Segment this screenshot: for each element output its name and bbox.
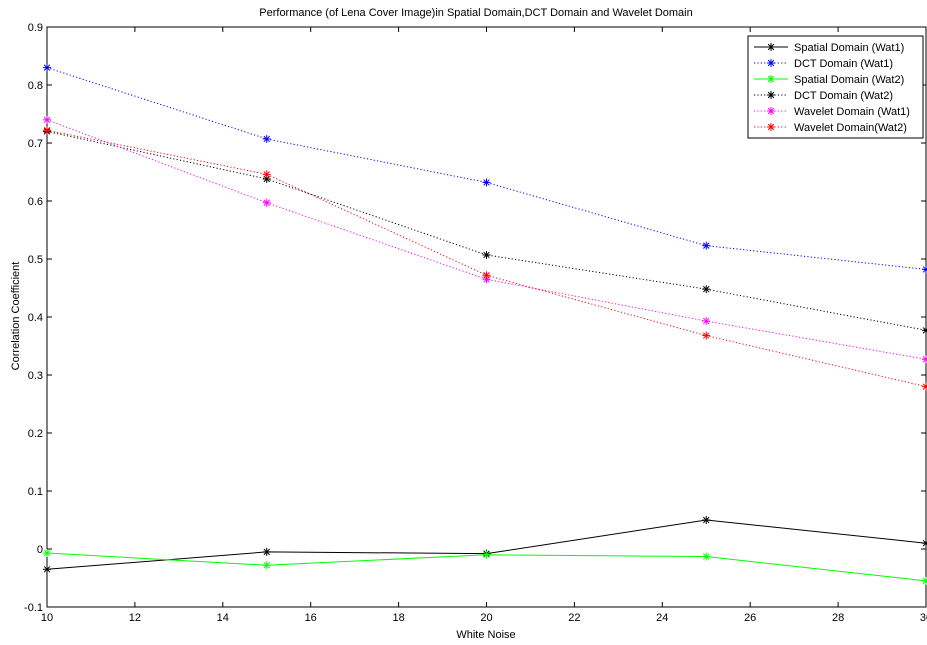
data-point	[922, 576, 927, 585]
data-point	[482, 178, 491, 187]
x-tick-label: 30	[920, 612, 927, 624]
data-point	[262, 198, 271, 207]
y-tick-label: 0.3	[28, 370, 43, 382]
data-point	[702, 516, 711, 524]
data-point	[702, 331, 711, 340]
legend-marker	[767, 91, 775, 99]
legend-item: Spatial Domain (Wat2)	[754, 74, 904, 86]
x-tick-label: 16	[305, 612, 317, 624]
data-point	[702, 285, 711, 294]
data-point	[262, 547, 271, 556]
x-axis-label: White Noise	[456, 629, 515, 641]
chart-title: Performance (of Lena Cover Image)in Spat…	[259, 7, 692, 19]
legend-marker	[767, 107, 775, 115]
y-tick-label: 0.5	[28, 254, 43, 266]
data-point	[262, 134, 271, 143]
x-axis: 10 12 14 16 18 20 22 24 26 28 30	[41, 27, 927, 624]
series-line-4	[46, 130, 927, 331]
x-tick-label: 18	[392, 612, 404, 624]
x-tick-label: 22	[568, 612, 580, 624]
data-point	[702, 317, 711, 326]
data-point	[262, 561, 271, 570]
x-tick-label: 28	[832, 612, 844, 624]
y-tick-label: -0.1	[24, 602, 43, 614]
legend-item: DCT Domain (Wat1)	[754, 58, 893, 70]
y-tick-label: 0.7	[28, 138, 43, 150]
x-tick-label: 20	[480, 612, 492, 624]
legend-marker	[767, 75, 775, 83]
data-point	[922, 539, 927, 548]
data-point	[43, 115, 51, 124]
data-point	[922, 265, 927, 274]
y-tick-label: 0.1	[28, 486, 43, 498]
legend-label: Spatial Domain (Wat1)	[794, 42, 904, 54]
data-point	[43, 126, 51, 135]
data-point	[482, 250, 491, 259]
data-point	[43, 549, 51, 558]
data-point	[482, 550, 491, 559]
data-point	[922, 382, 927, 391]
legend-label: DCT Domain (Wat1)	[794, 58, 893, 70]
x-tick-label: 14	[217, 612, 229, 624]
data-point	[482, 271, 491, 280]
y-axis-label: Correlation Coefficient	[10, 262, 22, 371]
y-tick-label: 0.2	[28, 428, 43, 440]
data-point	[922, 355, 927, 364]
data-point	[702, 241, 711, 250]
y-axis: -0.1 0 0.1 0.2 0.3 0.4 0.5 0.6 0.7 0.8 0.9	[24, 22, 926, 614]
series-line-2	[46, 67, 927, 270]
data-point	[702, 552, 711, 561]
legend-marker	[767, 43, 775, 51]
legend-marker	[767, 59, 775, 67]
y-tick-label: 0.9	[28, 22, 43, 34]
x-tick-label: 10	[41, 612, 53, 624]
y-tick-label: 0.4	[28, 312, 43, 324]
legend-item: Wavelet Domain (Wat1)	[754, 106, 910, 118]
legend-item: Wavelet Domain(Wat2)	[754, 122, 907, 134]
series-layer	[43, 63, 927, 585]
data-point	[43, 565, 51, 574]
data-point	[922, 326, 927, 335]
y-tick-label: 0.8	[28, 80, 43, 92]
legend-label: Wavelet Domain (Wat1)	[794, 106, 910, 118]
data-point	[262, 170, 271, 179]
x-tick-label: 24	[656, 612, 668, 624]
y-tick-label: 0.6	[28, 196, 43, 208]
legend-item: Spatial Domain (Wat1)	[754, 42, 904, 54]
legend-box	[747, 35, 924, 139]
legend-label: DCT Domain (Wat2)	[794, 90, 893, 102]
series-line-5	[46, 119, 927, 360]
legend-marker	[767, 123, 775, 131]
x-tick-label: 12	[129, 612, 141, 624]
data-point	[43, 63, 51, 72]
legend-label: Wavelet Domain(Wat2)	[794, 122, 907, 134]
legend-label: Spatial Domain (Wat2)	[794, 74, 904, 86]
legend-item: DCT Domain (Wat2)	[754, 90, 893, 102]
legend: Spatial Domain (Wat1) DCT Domain (Wat1) Sp…	[747, 35, 924, 139]
y-tick-label: 0	[37, 544, 43, 556]
x-tick-label: 26	[744, 612, 756, 624]
